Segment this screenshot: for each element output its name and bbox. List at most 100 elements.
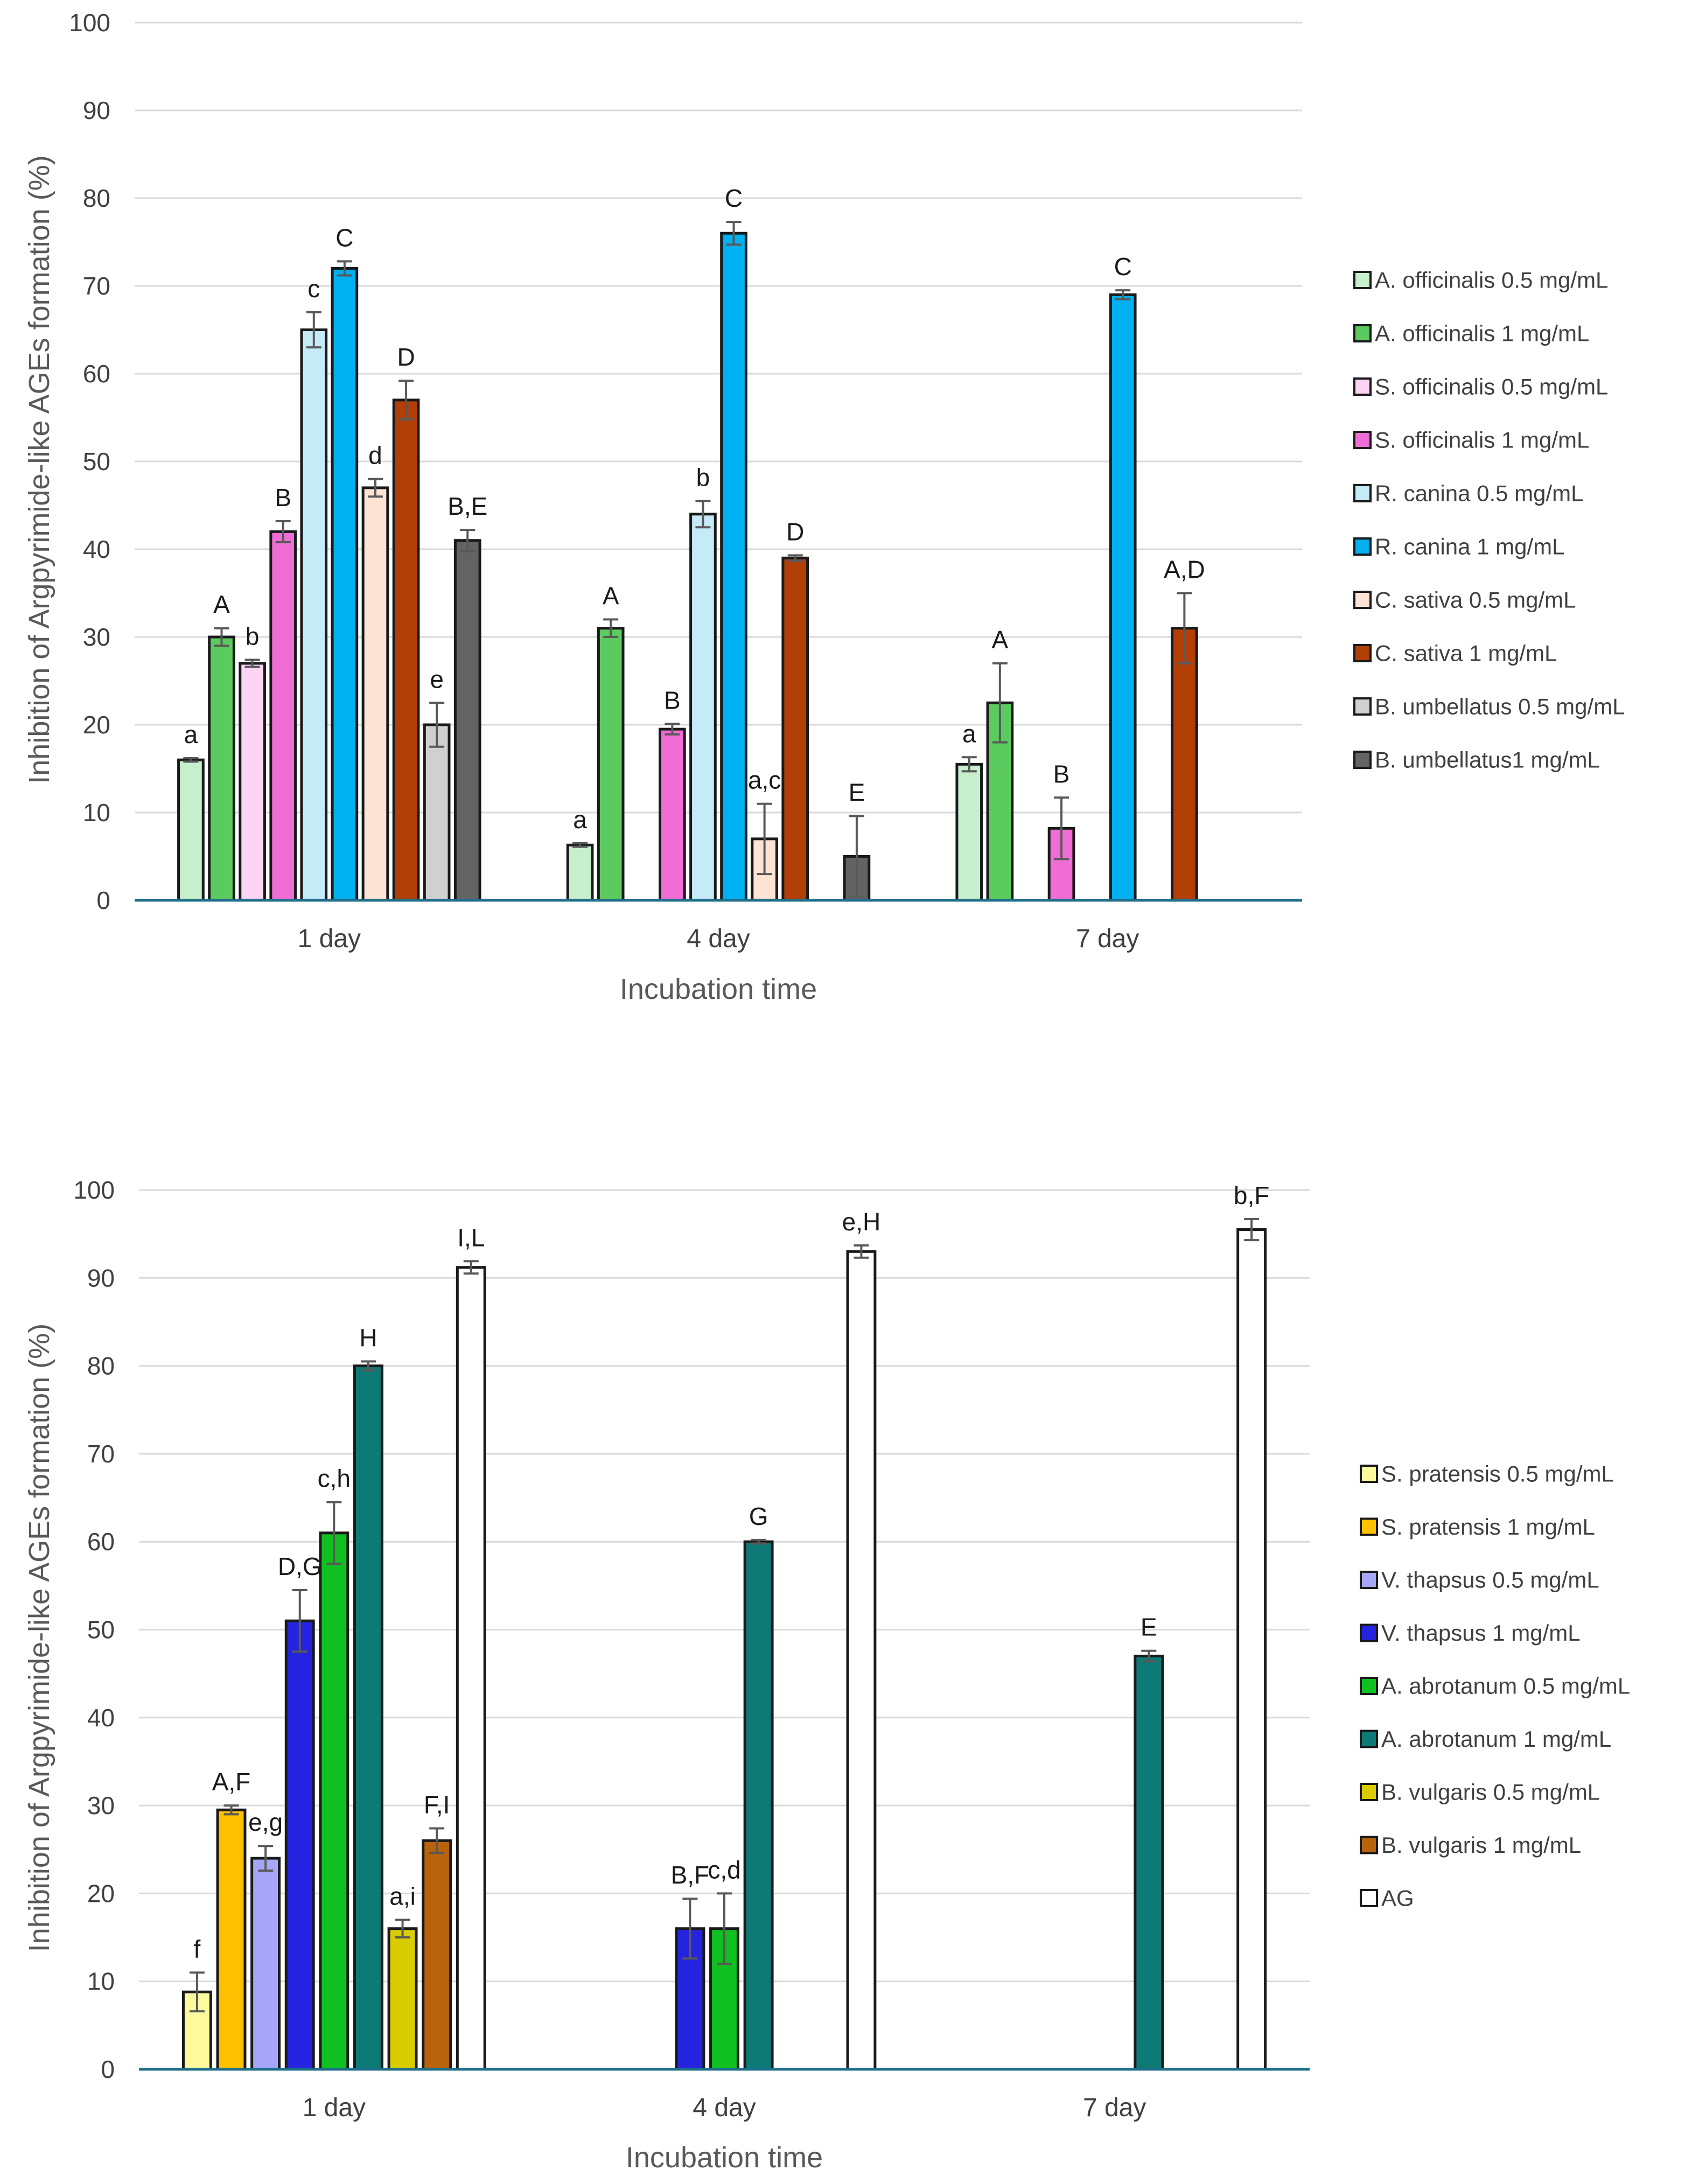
bar (387, 1927, 418, 2071)
legend-swatch (1353, 644, 1372, 662)
y-tick-label: 20 (87, 1879, 115, 1907)
legend-swatch (1360, 1836, 1378, 1854)
significance-label: e,g (248, 1808, 283, 1836)
x-category-label: 4 day (693, 2094, 756, 2122)
y-tick-label: 50 (87, 1616, 115, 1644)
bar (269, 530, 297, 902)
x-category-label: 1 day (298, 925, 361, 953)
significance-label: D,G (278, 1552, 322, 1580)
bar (353, 1364, 383, 2071)
significance-label: c,d (708, 1856, 740, 1884)
legend-label: A. abrotanum 1 mg/mL (1381, 1726, 1611, 1752)
bar (331, 267, 359, 902)
legend-swatch (1353, 537, 1372, 556)
legend-swatch (1360, 1677, 1378, 1695)
legend-swatch (1353, 324, 1372, 342)
x-category-label: 7 day (1083, 2094, 1146, 2122)
y-tick-label: 60 (83, 360, 110, 388)
significance-label: D (786, 517, 804, 545)
y-tick-label: 90 (83, 96, 110, 124)
significance-label: B (275, 484, 291, 512)
bar (689, 513, 717, 902)
significance-label: a (962, 719, 976, 747)
significance-label: b (246, 622, 260, 650)
legend-swatch (1353, 697, 1372, 716)
legend-swatch (1353, 591, 1372, 609)
y-axis-title: Inhibition of Argpyrimide-like AGEs form… (23, 155, 55, 783)
bar (720, 232, 747, 902)
x-category-label: 7 day (1076, 925, 1139, 953)
legend-swatch (1360, 1783, 1378, 1801)
y-tick-label: 100 (69, 9, 110, 37)
significance-label: e (430, 665, 444, 693)
significance-label: A (992, 626, 1009, 654)
legend-swatch (1353, 431, 1372, 449)
bar (453, 539, 481, 902)
bar (208, 635, 235, 902)
legend-swatch (1360, 1623, 1378, 1642)
y-tick-label: 60 (87, 1528, 115, 1556)
legend-label: AG (1381, 1886, 1414, 1911)
significance-label: H (359, 1324, 377, 1352)
legend-label: S. pratensis 1 mg/mL (1381, 1514, 1595, 1539)
significance-label: f (194, 1935, 201, 1963)
significance-label: G (749, 1502, 768, 1530)
legend-label: S. pratensis 0.5 mg/mL (1381, 1461, 1614, 1487)
y-tick-label: 90 (87, 1264, 115, 1292)
bar (250, 1857, 281, 2071)
significance-label: c,h (318, 1465, 351, 1493)
y-tick-label: 70 (83, 272, 110, 300)
bar (423, 723, 451, 902)
significance-label: A,D (1164, 556, 1205, 584)
significance-label: A (603, 582, 619, 610)
legend-swatch (1360, 1517, 1378, 1536)
significance-label: I,L (457, 1223, 485, 1251)
significance-label: D (397, 343, 415, 371)
legend-swatch (1360, 1889, 1378, 1907)
legend-label: S. officinalis 1 mg/mL (1375, 428, 1589, 453)
significance-label: c (307, 275, 320, 303)
y-tick-label: 40 (87, 1704, 115, 1732)
legend-label: A. officinalis 1 mg/mL (1375, 321, 1589, 346)
x-axis-title: Incubation time (620, 973, 817, 1005)
y-axis-title: Inhibition of Argpyrimide-like AGEs form… (23, 1324, 55, 1952)
legend-swatch (1360, 1730, 1378, 1748)
bar (566, 843, 594, 902)
legend-label: V. thapsus 1 mg/mL (1381, 1620, 1581, 1646)
significance-label: d (368, 442, 382, 470)
significance-label: b,F (1234, 1181, 1269, 1209)
bar (319, 1531, 349, 2071)
y-tick-label: 0 (101, 2055, 115, 2083)
bar (955, 762, 983, 902)
significance-label: e,H (842, 1208, 881, 1236)
legend-label: V. thapsus 0.5 mg/mL (1381, 1567, 1599, 1593)
bar (846, 1250, 877, 2071)
significance-label: B (1053, 760, 1070, 788)
bar (422, 1839, 452, 2071)
y-tick-label: 20 (83, 711, 110, 739)
significance-label: E (1141, 1613, 1157, 1641)
bar (284, 1619, 315, 2071)
chart-2: 0 10 20 30 40 50 60 70 80 90 100 Inhibition of Argp… (23, 1176, 1630, 2174)
y-tick-label: 80 (83, 184, 110, 212)
y-tick-label: 0 (96, 886, 110, 914)
chart-1: 0 10 20 30 40 50 60 70 80 90 100 Inhibition of Argp… (23, 9, 1625, 1005)
significance-label: a,i (389, 1882, 416, 1910)
bar (659, 727, 686, 902)
y-tick-label: 10 (87, 1968, 115, 1996)
x-axis-title: Incubation time (626, 2141, 823, 2174)
legend-label: R. canina 0.5 mg/mL (1375, 481, 1584, 506)
significance-label: F,I (424, 1791, 450, 1819)
bar (456, 1266, 486, 2071)
bar (1236, 1228, 1267, 2071)
y-tick-label: 50 (83, 447, 110, 475)
significance-label: C (1114, 253, 1132, 281)
legend-label: A. officinalis 0.5 mg/mL (1375, 268, 1608, 293)
bar (743, 1540, 774, 2071)
bar (597, 627, 625, 902)
bar (177, 758, 205, 902)
bar (781, 556, 809, 902)
significance-label: B,E (448, 492, 487, 520)
significance-label: a (184, 720, 198, 748)
